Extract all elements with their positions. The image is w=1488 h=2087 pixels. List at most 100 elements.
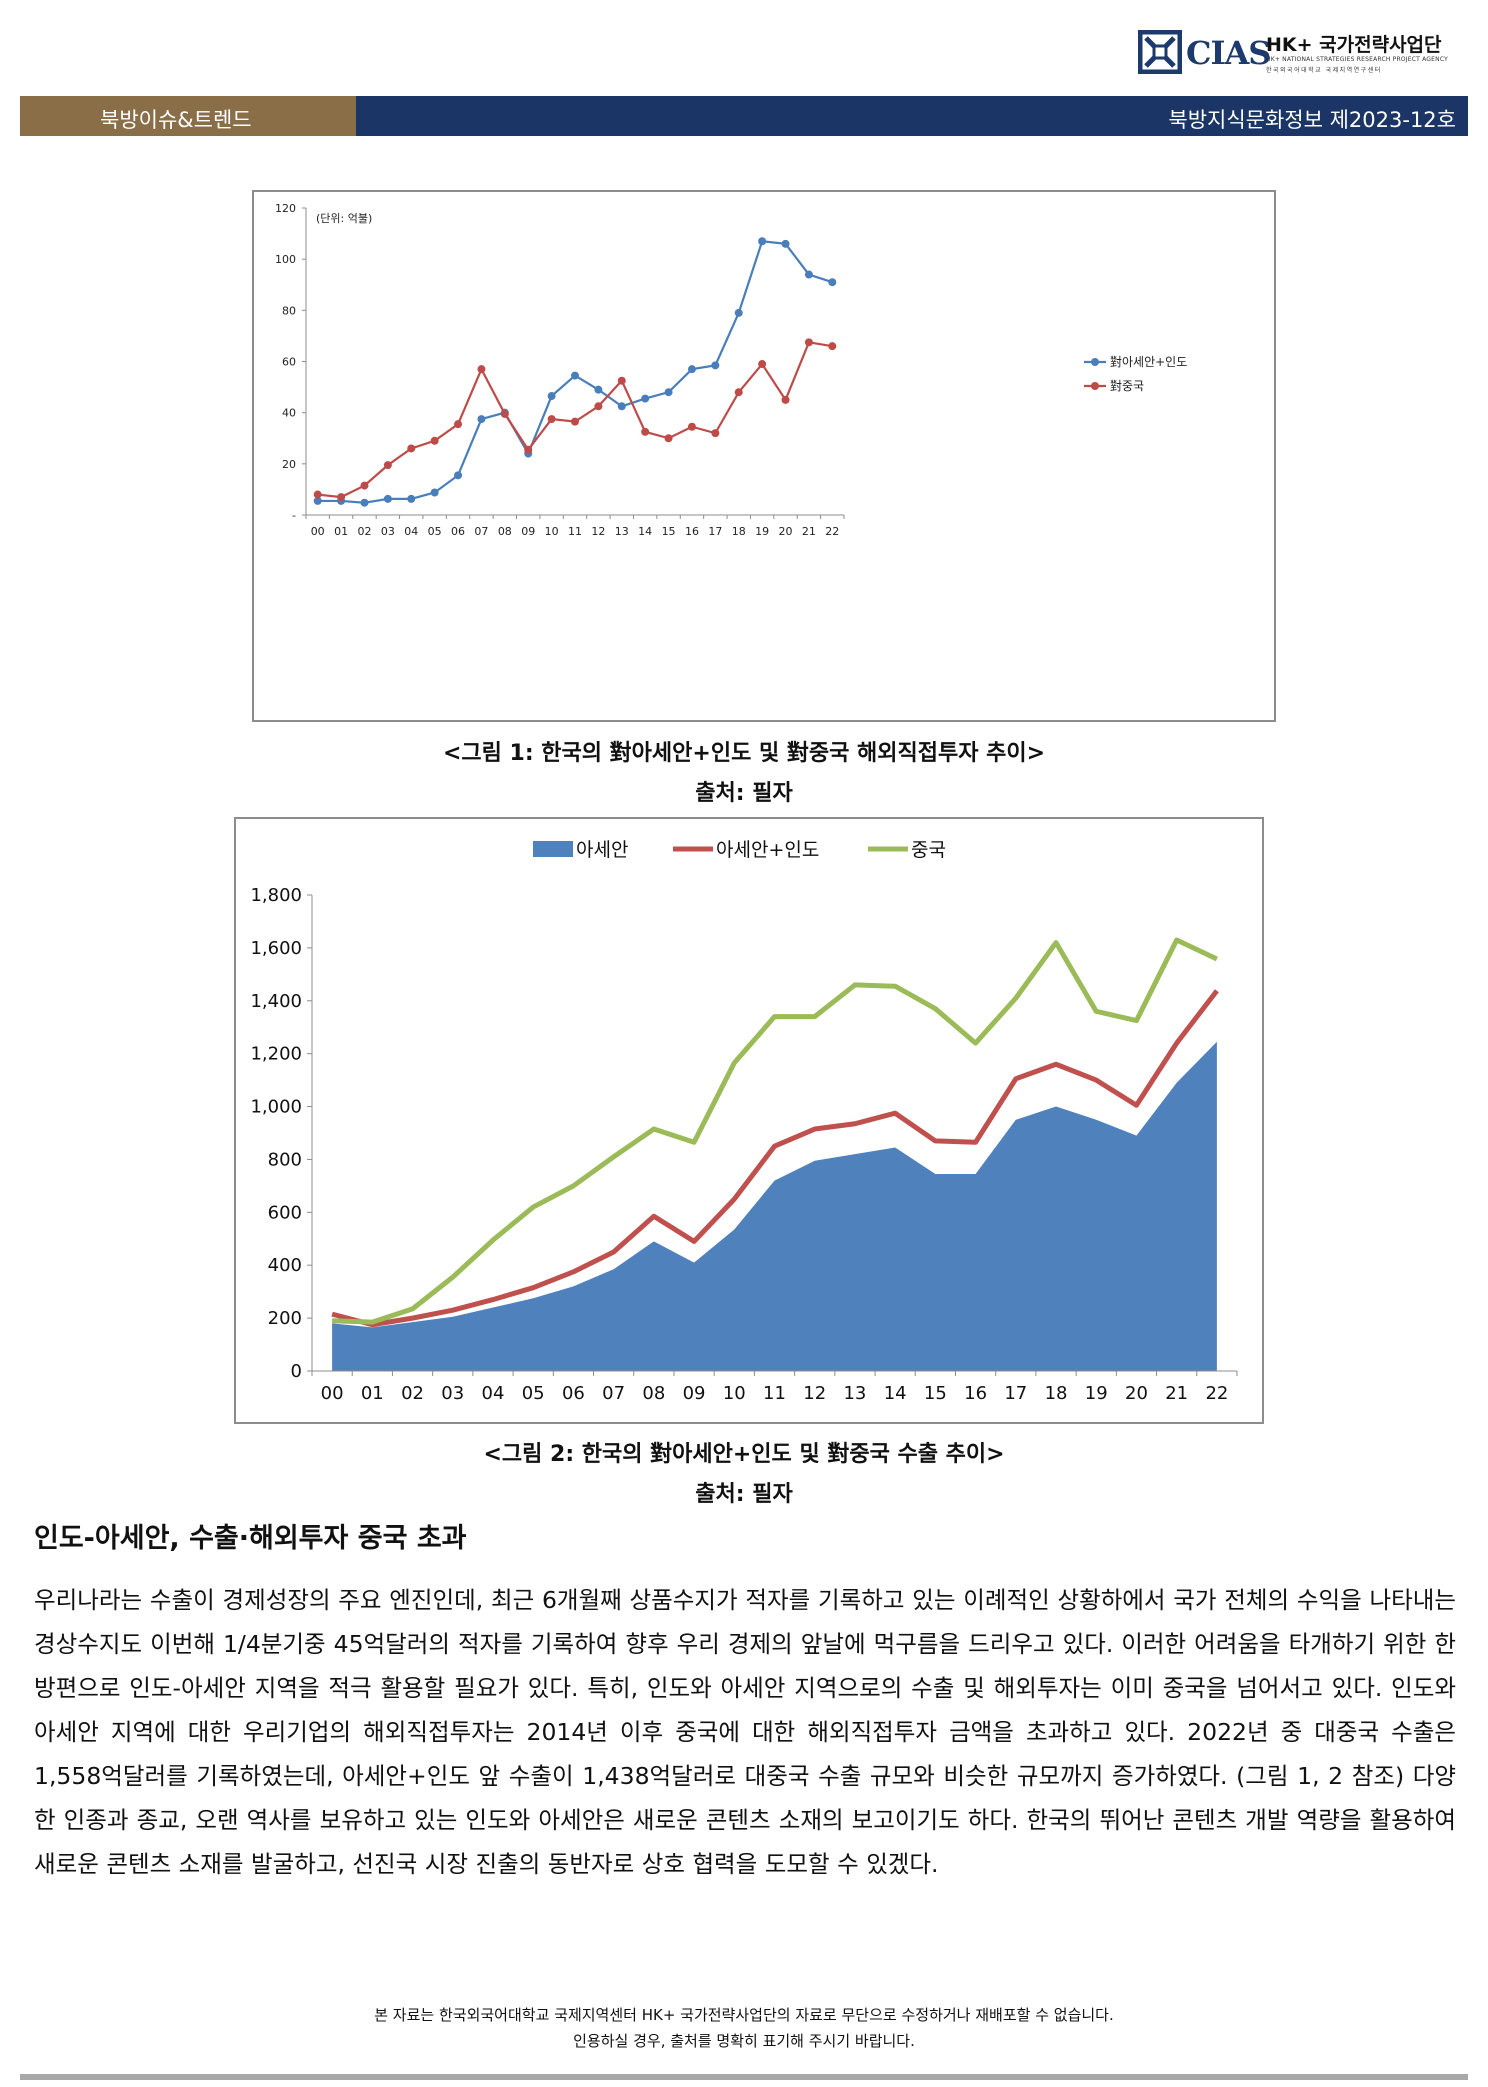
cias-logo-icon [1138,30,1182,74]
data-point [360,481,369,490]
x-tick-label: 19 [1085,1383,1108,1404]
x-tick-label: 22 [825,525,839,538]
org-subtitle-en: HK+ NATIONAL STRATEGIES RESEARCH PROJECT… [1266,56,1448,63]
figure2-caption: <그림 2: 한국의 對아세안+인도 및 對중국 수출 추이> [483,1442,1005,1467]
unit-note: (단위: 억불) [316,212,372,225]
x-tick-label: 12 [803,1383,826,1404]
data-point [594,402,603,411]
legend-label: 중국 [911,839,946,861]
x-tick-label: 05 [428,525,442,538]
data-point [477,415,486,424]
article-body: 우리나라는 수출이 경제성장의 주요 엔진인데, 최근 6개월째 상품수지가 적… [34,1586,1456,1878]
section-tab: 북방이슈&트렌드 [20,96,356,136]
x-tick-label: 00 [321,1383,344,1404]
x-tick-label: 14 [884,1383,907,1404]
x-tick-label: 11 [763,1383,786,1404]
data-point [804,270,813,279]
y-tick-label: 20 [282,458,296,471]
y-tick-label: 1,200 [250,1044,302,1065]
x-tick-label: 01 [334,525,348,538]
x-tick-label: 12 [591,525,605,538]
issue-label: 북방지식문화정보 제2023-12호 [1168,108,1456,132]
data-point [734,308,743,317]
x-tick-label: 04 [482,1383,505,1404]
data-point [594,385,603,394]
figure1-chart-svg: - 20 40 60 80 100 120 00 01 02 03 04 05 06 07 08 09 10 11 1… [275,202,1187,538]
legend-label: 對아세안+인도 [1110,355,1187,369]
data-point [454,420,463,429]
data-point [617,402,626,411]
data-point [547,392,556,401]
data-point [407,444,416,453]
data-point [758,360,767,369]
data-point [360,498,369,507]
x-tick-label: 13 [615,525,629,538]
data-point [547,415,556,424]
series-line-1 [331,989,1219,1328]
x-tick-label: 21 [1165,1383,1188,1404]
legend-label: 아세안 [576,839,628,861]
data-point [383,494,392,503]
y-tick-label: 1,000 [250,1097,302,1118]
data-point [828,342,837,351]
x-tick-label: 20 [779,525,793,538]
x-tick-label: 06 [562,1383,585,1404]
x-tick-label: 22 [1205,1383,1228,1404]
y-tick-label: 120 [275,202,296,215]
x-tick-label: 18 [1045,1383,1068,1404]
y-tick-label: 60 [282,356,296,369]
data-point [781,395,790,404]
legend-swatch [533,841,573,857]
figure1-chart: - 20 40 60 80 100 120 00 01 02 03 04 05 06 07 08 09 10 11 1… [252,190,1276,722]
x-tick-label: 21 [802,525,816,538]
y-tick-label: - [292,509,296,522]
x-tick-label: 20 [1125,1383,1148,1404]
x-tick-label: 16 [685,525,699,538]
x-tick-label: 19 [755,525,769,538]
figure2-chart-svg: 02004006008001,0001,2001,4001,6001,80000… [250,839,1238,1404]
data-point [454,471,463,480]
bottom-rule [20,2074,1468,2080]
x-tick-label: 03 [441,1383,464,1404]
data-point [664,388,673,397]
x-tick-label: 09 [683,1383,706,1404]
data-point [430,488,439,497]
x-tick-label: 03 [381,525,395,538]
y-tick-label: 400 [268,1255,302,1276]
x-tick-label: 09 [521,525,535,538]
data-point [781,239,790,248]
y-tick-label: 80 [282,304,296,317]
data-point [313,496,322,505]
data-point [524,445,533,454]
x-tick-label: 02 [401,1383,424,1404]
data-point [571,371,579,380]
x-tick-label: 04 [404,525,418,538]
figure2-chart: 0 200 400 600 800 1,000 1,200 1,400 1,600 1,800 00… [234,817,1264,1424]
section-label: 북방이슈&트렌드 [100,108,252,132]
x-tick-label: 10 [723,1383,746,1404]
data-point [337,493,346,502]
y-tick-label: 0 [291,1361,302,1382]
org-subtitle-ko: 한국외국어대학교 국제지역연구센터 [1266,67,1382,74]
y-tick-label: 1,800 [250,885,302,906]
figure1-source: 출처: 필자 [695,781,793,806]
x-tick-label: 18 [732,525,746,538]
data-point [804,338,813,347]
x-tick-label: 15 [662,525,676,538]
footer-citation: 인용하실 경우, 출처를 명확히 표기해 주시기 바랍니다. [573,2032,915,2050]
legend-label: 對중국 [1110,379,1144,393]
logo-text: CIAS [1186,34,1271,72]
x-tick-label: 16 [964,1383,987,1404]
y-tick-label: 600 [268,1202,302,1223]
y-tick-label: 800 [268,1149,302,1170]
x-tick-label: 02 [357,525,371,538]
data-point [828,278,837,287]
x-tick-label: 15 [924,1383,947,1404]
x-tick-label: 00 [311,525,325,538]
legend-marker [1091,358,1099,366]
figure1-caption: <그림 1: 한국의 對아세안+인도 및 對중국 해외직접투자 추이> [442,741,1046,766]
legend-label: 아세안+인도 [716,839,819,861]
data-point [641,394,650,403]
data-point [758,237,767,246]
x-tick-label: 17 [708,525,722,538]
